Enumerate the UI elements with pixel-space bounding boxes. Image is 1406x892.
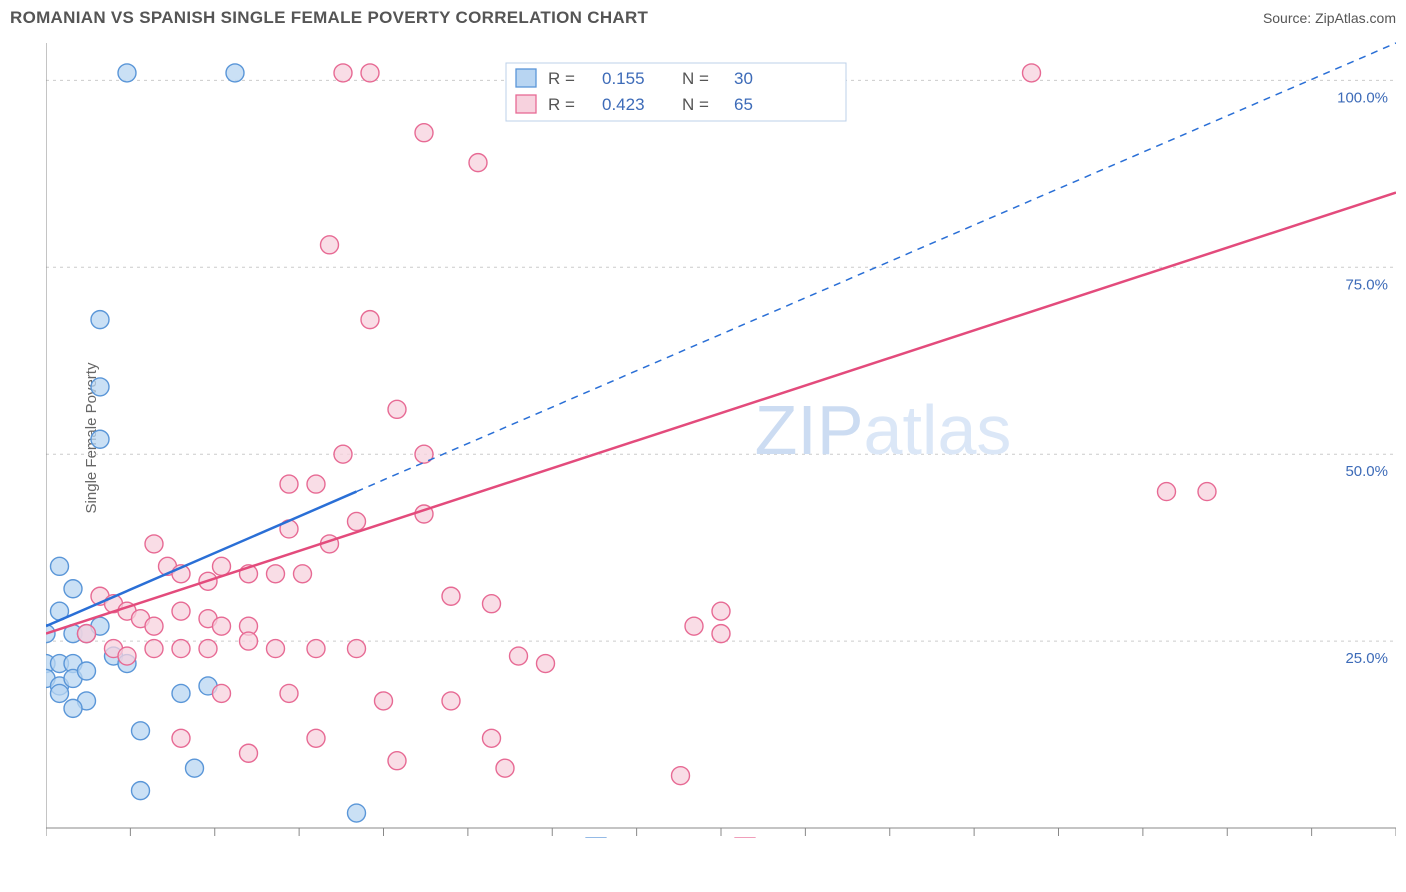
data-point [280,475,298,493]
data-point [132,782,150,800]
data-point [334,64,352,82]
data-point [267,565,285,583]
watermark: ZIPatlas [755,391,1012,469]
data-point [280,684,298,702]
data-point [496,759,514,777]
data-point [348,804,366,822]
data-point [334,445,352,463]
data-point [267,640,285,658]
header: ROMANIAN VS SPANISH SINGLE FEMALE POVERT… [10,8,1396,28]
y-tick-label: 100.0% [1337,89,1388,106]
y-tick-label: 50.0% [1345,463,1388,480]
data-point [51,557,69,575]
data-point [145,535,163,553]
data-point [186,759,204,777]
data-point [321,236,339,254]
data-point [537,655,555,673]
svg-text:30: 30 [734,69,753,88]
chart-title: ROMANIAN VS SPANISH SINGLE FEMALE POVERT… [10,8,648,28]
data-point [294,565,312,583]
data-point [375,692,393,710]
data-point [712,602,730,620]
data-point [307,475,325,493]
data-point [307,729,325,747]
data-point [118,647,136,665]
data-point [1158,483,1176,501]
data-point [91,378,109,396]
scatter-plot: 25.0% 50.0% 75.0% 100.0% ZIPatlas R = 0.155 N =… [46,38,1396,838]
data-point [78,662,96,680]
svg-text:R =: R = [548,95,575,114]
data-point [469,154,487,172]
data-point [132,722,150,740]
data-point [78,625,96,643]
data-point [483,729,501,747]
chart-container: ROMANIAN VS SPANISH SINGLE FEMALE POVERT… [0,0,1406,892]
data-point [1198,483,1216,501]
data-point [145,617,163,635]
data-point [172,684,190,702]
data-point [213,617,231,635]
data-point [145,640,163,658]
data-point [64,580,82,598]
data-point [307,640,325,658]
data-point [388,400,406,418]
svg-text:0.155: 0.155 [602,69,645,88]
data-point [388,752,406,770]
data-point [64,699,82,717]
data-point [483,595,501,613]
data-point [442,692,460,710]
data-point [442,587,460,605]
data-point [348,640,366,658]
data-point [172,729,190,747]
data-point [510,647,528,665]
data-point [348,512,366,530]
data-point [213,557,231,575]
data-point [199,640,217,658]
data-point [361,64,379,82]
trend-line [46,492,357,627]
data-point [213,684,231,702]
svg-text:65: 65 [734,95,753,114]
data-point [91,430,109,448]
data-point [712,625,730,643]
data-point [361,311,379,329]
data-point [1023,64,1041,82]
data-point [226,64,244,82]
svg-text:N =: N = [682,69,709,88]
trend-line [46,193,1396,634]
y-tick-label: 75.0% [1345,276,1388,293]
y-tick-label: 25.0% [1345,650,1388,667]
source-label: Source: ZipAtlas.com [1263,10,1396,26]
data-point [415,124,433,142]
data-point [672,767,690,785]
data-point [685,617,703,635]
svg-text:R =: R = [548,69,575,88]
data-point [172,602,190,620]
data-point [118,64,136,82]
chart-area: Single Female Poverty 25.0%50.0%75.0%100… [46,38,1396,838]
svg-text:0.423: 0.423 [602,95,645,114]
data-point [240,744,258,762]
data-point [51,684,69,702]
svg-text:N =: N = [682,95,709,114]
data-point [91,311,109,329]
data-point [240,632,258,650]
data-point [172,640,190,658]
